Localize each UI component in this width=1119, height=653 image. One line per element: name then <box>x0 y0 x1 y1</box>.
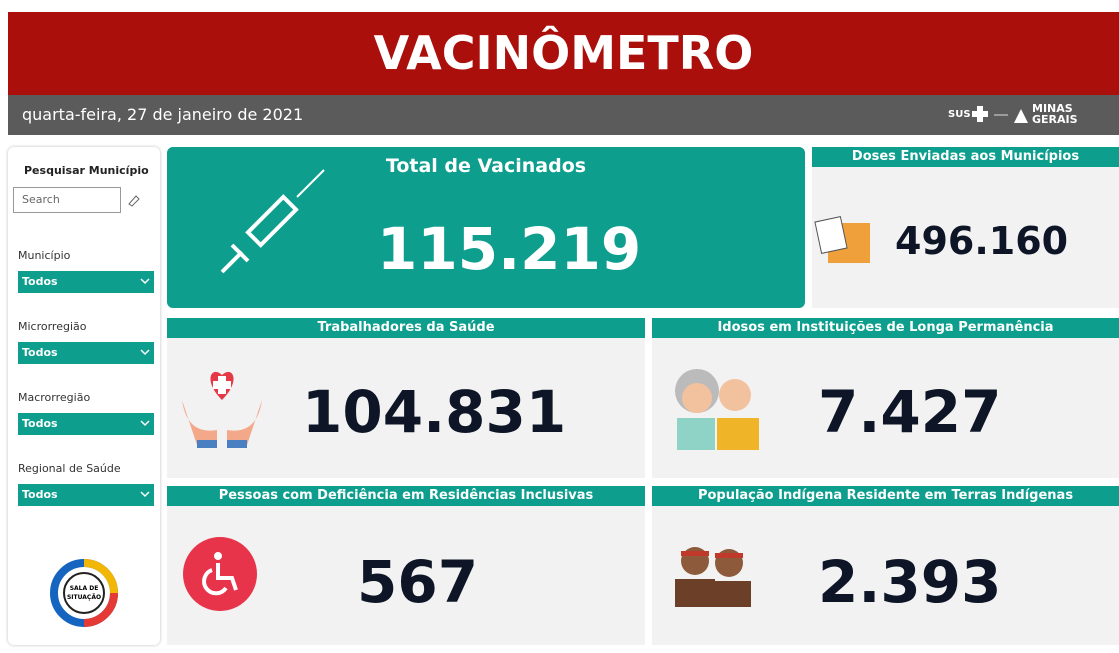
search-placeholder: Search <box>22 193 60 206</box>
sidebar: Pesquisar Município Search Município Todo… <box>8 147 160 645</box>
card-disability: Pessoas com Deficiência em Residências I… <box>167 486 645 645</box>
page: VACINÔMETRO quarta-feira, 27 de janeiro … <box>0 0 1119 653</box>
card-indigenous: População Indígena Residente em Terras I… <box>652 486 1119 645</box>
box-icon <box>814 215 874 269</box>
logo-text: GERAIS <box>1032 113 1078 126</box>
card-elderly: Idosos em Instituições de Longa Permanên… <box>652 318 1119 478</box>
card-health: Trabalhadores da Saúde 104.831 <box>167 318 645 478</box>
filter-dropdown[interactable]: Todos <box>18 271 154 293</box>
card-value: 104.831 <box>302 378 566 446</box>
chevron <box>140 491 150 499</box>
card-value: 567 <box>357 548 478 616</box>
date-bar: quarta-feira, 27 de janeiro de 2021 SUS … <box>8 95 1119 135</box>
filter-label: Macrorregião <box>18 391 90 404</box>
card-doses: Doses Enviadas aos Municípios 496.160 <box>812 147 1119 308</box>
filter-value: Todos <box>22 417 58 430</box>
chevron <box>140 278 150 286</box>
wheelchair-icon <box>182 536 262 616</box>
logo-text: SITUAÇÃO <box>67 594 101 601</box>
card-title: Trabalhadores da Saúde <box>167 318 645 338</box>
date: quarta-feira, 27 de janeiro de 2021 <box>22 95 303 135</box>
health-icon <box>177 360 267 450</box>
filter-value: Todos <box>22 346 58 359</box>
card-title: Doses Enviadas aos Municípios <box>812 147 1119 167</box>
eraser-icon[interactable] <box>126 193 142 207</box>
sala-logo: SALA DE SITUAÇÃO <box>48 557 120 629</box>
filter-label: Microrregião <box>18 320 87 333</box>
chevron <box>140 420 150 428</box>
filter-label: Regional de Saúde <box>18 462 121 475</box>
search-box[interactable]: Search <box>13 187 121 213</box>
filter-label: Município <box>18 249 70 262</box>
card-title: Idosos em Instituições de Longa Permanên… <box>652 318 1119 338</box>
card-value: 115.219 <box>377 215 641 283</box>
logo-shapes <box>968 105 1028 125</box>
logo-text: SALA DE <box>70 585 99 592</box>
filter-value: Todos <box>22 275 58 288</box>
syringe-icon <box>212 167 332 282</box>
chevron <box>140 349 150 357</box>
card-title: População Indígena Residente em Terras I… <box>652 486 1119 506</box>
indigenous-icon <box>667 541 762 611</box>
search-title: Pesquisar Município <box>24 164 149 177</box>
card-value: 7.427 <box>818 378 1001 446</box>
filter-value: Todos <box>22 488 58 501</box>
title: VACINÔMETRO <box>8 12 1119 95</box>
card-title: Pessoas com Deficiência em Residências I… <box>167 486 645 506</box>
elderly-icon <box>667 363 767 453</box>
card-total: Total de Vacinados 115.219 <box>167 147 805 308</box>
filter-dropdown[interactable]: Todos <box>18 413 154 435</box>
filter-dropdown[interactable]: Todos <box>18 484 154 506</box>
filter-dropdown[interactable]: Todos <box>18 342 154 364</box>
card-value: 496.160 <box>895 219 1068 263</box>
card-value: 2.393 <box>818 548 1001 616</box>
